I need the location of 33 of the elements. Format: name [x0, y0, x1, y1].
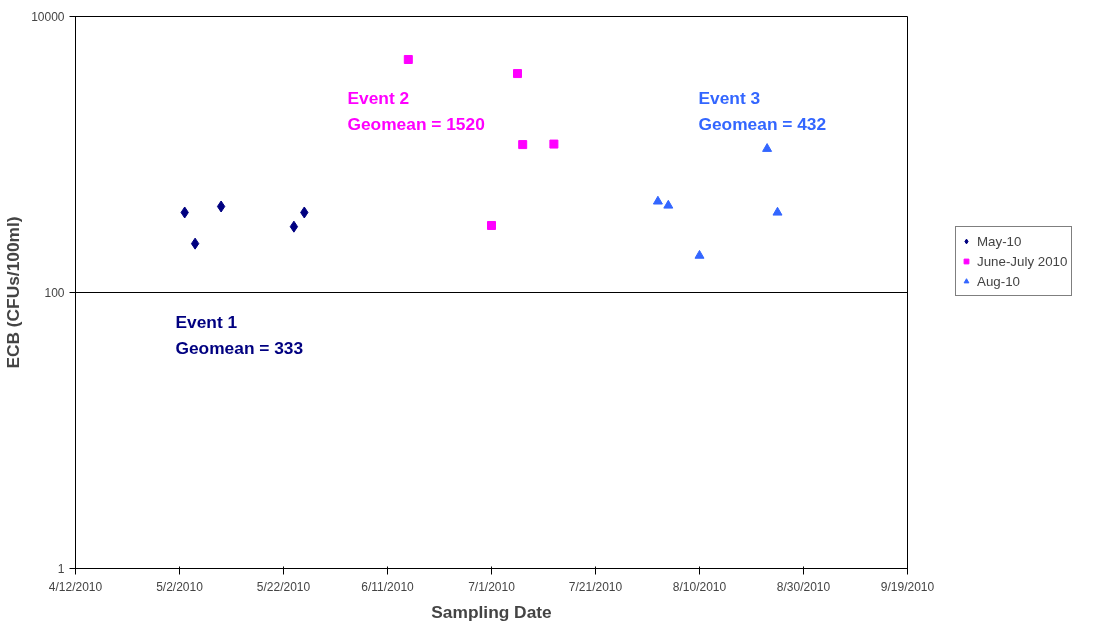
point: [652, 195, 663, 205]
x-axis-title: Sampling Date: [431, 601, 553, 622]
legend-label: Aug-10: [977, 273, 1020, 289]
annotation: Event 1 Geomean = 333: [175, 311, 304, 358]
point: [289, 220, 299, 233]
y-tick-label: 1: [57, 562, 65, 576]
x-tick-label: 5/22/2010: [256, 579, 311, 594]
x-tick-label: 8/10/2010: [672, 579, 727, 594]
point: [518, 140, 528, 150]
legend-label: June-July 2010: [977, 253, 1068, 269]
x-tick-label: 6/11/2010: [361, 579, 415, 594]
x-tick-label: 5/2/2010: [156, 579, 204, 594]
point: [663, 199, 674, 209]
point: [403, 55, 413, 64]
y-tick-label: 100: [44, 286, 65, 300]
x-tick-label: 8/30/2010: [776, 579, 831, 594]
y-axis-title: ECB (CFUs/100ml): [3, 216, 24, 369]
point: [216, 200, 226, 213]
annotation: Event 3 Geomean = 432: [698, 87, 827, 134]
x-tick-label: 4/12/2010: [48, 579, 103, 594]
point: [513, 69, 522, 79]
legend-label: May-10: [977, 233, 1022, 249]
point: [549, 139, 559, 149]
y-tick-label: 10000: [31, 10, 65, 24]
x-tick-label: 7/1/2010: [468, 579, 516, 594]
point: [694, 249, 705, 259]
point: [487, 220, 496, 230]
point: [762, 143, 773, 152]
x-tick-label: 7/21/2010: [568, 579, 623, 594]
annotation: Event 2 Geomean = 1520: [347, 87, 485, 134]
point: [772, 206, 783, 216]
x-tick-label: 9/19/2010: [880, 579, 935, 594]
point: [190, 237, 200, 250]
